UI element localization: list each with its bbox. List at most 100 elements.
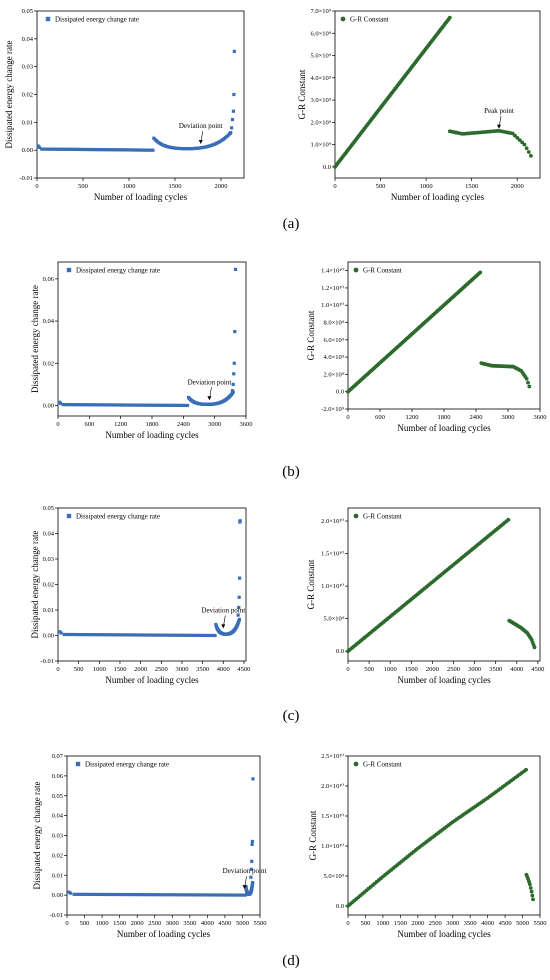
annotation-label: Deviation point [223,867,267,875]
legend-text: G-R Constant [350,16,389,24]
legend-text: Dissipated energy change rate [55,16,139,24]
x-tick-label: 0 [56,421,59,428]
x-tick-label: 2400 [177,421,190,428]
data-point [165,403,169,407]
y-tick-label: 0.03 [22,64,33,71]
data-point [203,893,207,897]
data-point [126,892,130,897]
chart-3: 0 600 1200 1800 2400 3000 3600 0.00 0.02 0.04 0.06… [30,261,253,440]
data-point [243,893,247,897]
data-point [71,403,76,407]
x-tick-label: 1500 [113,666,126,673]
y-tick-label: 0.02 [43,582,54,589]
data-point [105,633,109,637]
data-point [220,893,225,897]
data-point [251,881,255,885]
data-point [91,147,96,152]
legend-marker [353,761,359,767]
data-point [478,270,483,275]
data-point [510,131,515,136]
data-point [175,893,179,897]
y-tick-label: 0.02 [22,92,33,99]
y-axis-title: Dissipated energy change rate [32,781,42,889]
data-point [92,892,96,897]
data-point [233,330,237,334]
chart-7: 0 500 1000 1500 2000 2500 3000 3500 4000 4500 5000… [32,753,267,939]
data-point [69,147,73,151]
data-point [86,403,90,407]
data-point [75,147,79,152]
y-tick-label: 4.0×10⁹ [310,75,331,82]
data-point [94,403,98,407]
data-point [183,403,188,408]
data-point [230,389,235,393]
y-tick-label: 0.0 [336,903,344,910]
data-point [95,148,99,152]
y-tick-label: 0.04 [52,813,64,820]
data-point [116,148,120,152]
data-point [114,148,118,152]
data-point [59,631,63,635]
annotation-label: Deviation point [179,122,223,130]
x-tick-label: 2000 [131,920,144,927]
y-axis-title: G-R Constant [306,310,316,360]
data-point [171,403,175,407]
y-tick-label: 2.0×10⁹ [310,119,331,126]
data-point [183,633,187,637]
data-point [117,633,122,637]
y-tick-label: 2.0×10⁹ [323,371,344,378]
data-point [70,632,74,637]
data-point [524,376,529,381]
data-point [193,633,197,637]
legend-text: Dissipated energy change rate [85,761,169,769]
y-tick-label: 0.06 [43,276,55,283]
x-tick-label: 1500 [465,183,478,190]
data-point [140,633,144,637]
data-point [111,403,115,407]
x-tick-label: 2000 [411,920,424,927]
x-tick-label: 1000 [376,920,389,927]
data-point [231,382,235,386]
data-point [109,892,113,897]
data-point [125,148,129,152]
chart-8: 0 500 1000 1500 2000 2500 3000 3500 4000 4500 5000… [308,753,547,939]
data-point [142,148,146,152]
data-point [178,633,182,637]
data-point [179,403,183,408]
x-axis-title: Number of loading cycles [105,430,199,440]
data-point [98,892,102,897]
y-tick-label: 0.03 [43,556,54,563]
data-point [175,633,179,637]
x-tick-label: 1500 [394,920,407,927]
data-point [165,633,169,637]
data-point [74,403,78,407]
x-tick-label: 500 [74,666,84,673]
data-point [118,892,122,897]
data-point [217,893,222,897]
plot-frame [347,507,541,662]
data-point [513,133,517,138]
data-point [150,633,154,637]
y-tick-label: 0.00 [43,402,54,409]
x-tick-label: 3000 [166,920,179,927]
data-point [232,893,236,897]
data-point [146,893,150,897]
data-point [235,893,239,897]
data-point [236,613,240,617]
data-point [60,147,64,151]
data-point [190,633,195,637]
data-point [506,517,511,522]
y-axis-title: Dissipated energy change rate [4,40,14,148]
data-point [82,633,86,637]
annotation-arrowhead [242,885,247,890]
data-point [113,403,117,407]
x-tick-label: 4000 [201,920,214,927]
data-point [110,148,114,152]
plot-frame [334,10,541,179]
data-point [132,893,136,897]
data-point [155,633,159,637]
data-point [130,148,135,152]
data-point [87,633,92,637]
data-point [99,148,103,152]
y-axis-title: G-R Constant [297,69,307,119]
